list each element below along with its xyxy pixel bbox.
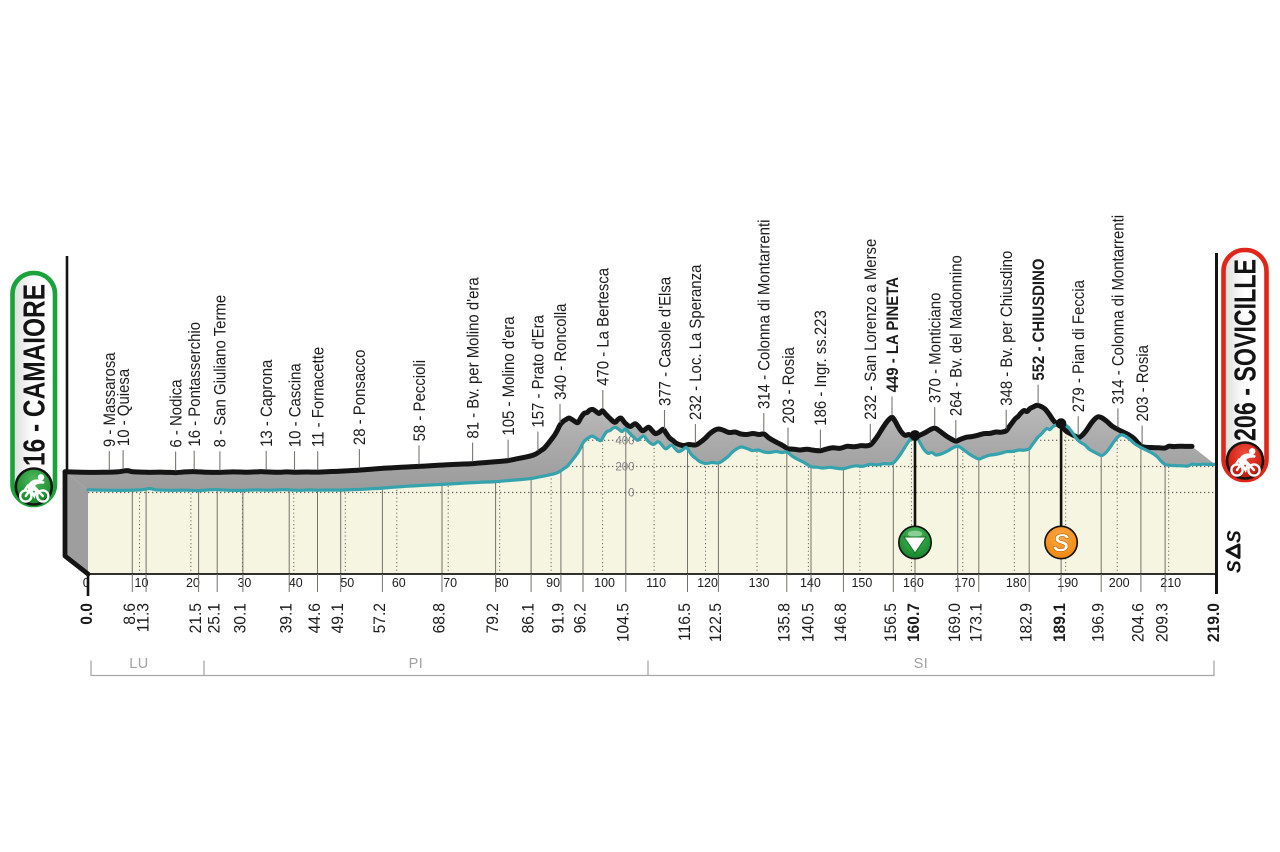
svg-text:0.0: 0.0 [77, 603, 96, 625]
svg-text:206 - SOVICILLE: 206 - SOVICILLE [1228, 259, 1263, 441]
svg-text:9 - Massarosa: 9 - Massarosa [101, 352, 119, 447]
svg-text:200: 200 [1109, 576, 1130, 590]
svg-text:16 - CAMAIORE: 16 - CAMAIORE [16, 284, 51, 466]
svg-text:96.2: 96.2 [571, 603, 590, 633]
svg-text:50: 50 [340, 576, 354, 590]
svg-text:377 - Casole d'Elsa: 377 - Casole d'Elsa [656, 277, 674, 406]
svg-text:110: 110 [646, 576, 666, 590]
svg-text:204.6: 204.6 [1129, 603, 1148, 642]
svg-text:8.6: 8.6 [120, 603, 139, 625]
svg-text:130: 130 [749, 576, 770, 590]
svg-text:180: 180 [1006, 576, 1027, 590]
svg-text:10 - Cascina: 10 - Cascina [286, 363, 304, 447]
svg-text:370 - Monticiano: 370 - Monticiano [927, 292, 945, 403]
svg-text:340 - Roncolla: 340 - Roncolla [552, 303, 570, 399]
svg-text:186 - Ingr. ss.223: 186 - Ingr. ss.223 [812, 310, 830, 426]
svg-text:58 - Peccioli: 58 - Peccioli [411, 360, 429, 441]
svg-text:40: 40 [289, 576, 303, 590]
svg-text:157 - Prato d'Era: 157 - Prato d'Era [530, 315, 548, 428]
svg-text:169.0: 169.0 [946, 603, 965, 642]
svg-text:11 - Fornacette: 11 - Fornacette [310, 347, 328, 447]
svg-text:210: 210 [1160, 576, 1181, 590]
svg-text:10: 10 [135, 576, 149, 590]
svg-text:122.5: 122.5 [706, 603, 725, 642]
svg-text:81 - Bv. per Molino d'era: 81 - Bv. per Molino d'era [465, 277, 483, 438]
svg-text:39.1: 39.1 [277, 603, 296, 633]
svg-text:S: S [1225, 560, 1246, 573]
svg-text:170: 170 [954, 576, 975, 590]
svg-text:SI: SI [914, 656, 929, 672]
svg-text:S: S [1053, 530, 1070, 558]
svg-text:219.0: 219.0 [1204, 603, 1223, 642]
svg-text:79.2: 79.2 [484, 603, 503, 633]
svg-text:160.7: 160.7 [904, 603, 923, 642]
svg-text:264 - Bv. del Madonnino: 264 - Bv. del Madonnino [948, 255, 966, 416]
svg-text:8 - San Giuliano Terme: 8 - San Giuliano Terme [212, 295, 230, 448]
svg-text:80: 80 [495, 576, 509, 590]
svg-text:105 - Molino d'era: 105 - Molino d'era [500, 316, 518, 435]
svg-text:104.5: 104.5 [614, 603, 633, 642]
svg-text:449 - LA PINETA: 449 - LA PINETA [884, 277, 902, 393]
svg-text:400: 400 [615, 435, 634, 447]
svg-text:203 - Rosia: 203 - Rosia [780, 347, 798, 424]
svg-text:232 - San Lorenzo a Merse: 232 - San Lorenzo a Merse [862, 239, 880, 420]
svg-text:279 - Pian di Feccia: 279 - Pian di Feccia [1070, 280, 1088, 412]
svg-text:0: 0 [628, 488, 634, 500]
svg-text:86.1: 86.1 [519, 603, 538, 633]
svg-text:140: 140 [800, 576, 821, 590]
svg-text:11.3: 11.3 [134, 603, 153, 632]
svg-text:470 - La Bertesca: 470 - La Bertesca [595, 268, 613, 386]
svg-text:68.8: 68.8 [430, 603, 449, 633]
svg-text:160: 160 [903, 576, 924, 590]
svg-text:90: 90 [546, 576, 560, 590]
svg-text:314 - Colonna di Montarrenti: 314 - Colonna di Montarrenti [756, 220, 774, 409]
svg-text:0: 0 [83, 576, 90, 590]
svg-text:140.5: 140.5 [799, 603, 818, 642]
svg-text:21.5: 21.5 [187, 603, 206, 633]
svg-text:25.1: 25.1 [205, 603, 224, 633]
svg-text:20: 20 [186, 576, 200, 590]
svg-text:16 - Pontasserchio: 16 - Pontasserchio [186, 322, 204, 447]
svg-text:30.1: 30.1 [231, 603, 250, 633]
svg-text:150: 150 [851, 576, 872, 590]
svg-text:552 - CHIUSDINO: 552 - CHIUSDINO [1030, 258, 1048, 380]
svg-text:44.6: 44.6 [305, 603, 324, 633]
svg-text:120: 120 [697, 576, 718, 590]
svg-text:196.9: 196.9 [1089, 603, 1108, 642]
svg-text:30: 30 [237, 576, 251, 590]
svg-text:156.5: 156.5 [881, 603, 900, 642]
svg-text:LU: LU [129, 656, 149, 672]
svg-text:91.9: 91.9 [549, 603, 568, 633]
svg-text:116.5: 116.5 [675, 603, 694, 641]
svg-text:135.8: 135.8 [775, 603, 794, 642]
svg-text:146.8: 146.8 [831, 603, 850, 642]
svg-text:190: 190 [1057, 576, 1078, 590]
svg-text:203 - Rosia: 203 - Rosia [1134, 345, 1152, 422]
svg-text:209.3: 209.3 [1153, 603, 1172, 642]
svg-text:S: S [1225, 530, 1246, 543]
svg-text:189.1: 189.1 [1051, 603, 1070, 642]
svg-text:200: 200 [615, 462, 634, 474]
svg-text:10 - Quiesa: 10 - Quiesa [115, 369, 133, 446]
svg-text:232 - Loc. La Speranza: 232 - Loc. La Speranza [687, 265, 705, 420]
svg-text:100: 100 [594, 576, 615, 590]
svg-text:6 - Nodica: 6 - Nodica [168, 379, 186, 447]
svg-text:314 - Colonna di Montarrenti: 314 - Colonna di Montarrenti [1110, 215, 1128, 404]
svg-text:173.1: 173.1 [967, 603, 986, 642]
svg-text:182.9: 182.9 [1017, 603, 1036, 642]
svg-text:348 - Bv. per Chiusdino: 348 - Bv. per Chiusdino [998, 251, 1016, 406]
svg-text:70: 70 [443, 576, 457, 590]
svg-text:13 - Caprona: 13 - Caprona [258, 360, 276, 447]
svg-text:28 - Ponsacco: 28 - Ponsacco [351, 349, 369, 445]
svg-text:PI: PI [409, 656, 424, 672]
svg-text:60: 60 [392, 576, 406, 590]
svg-text:49.1: 49.1 [329, 603, 348, 633]
svg-text:57.2: 57.2 [370, 603, 389, 633]
